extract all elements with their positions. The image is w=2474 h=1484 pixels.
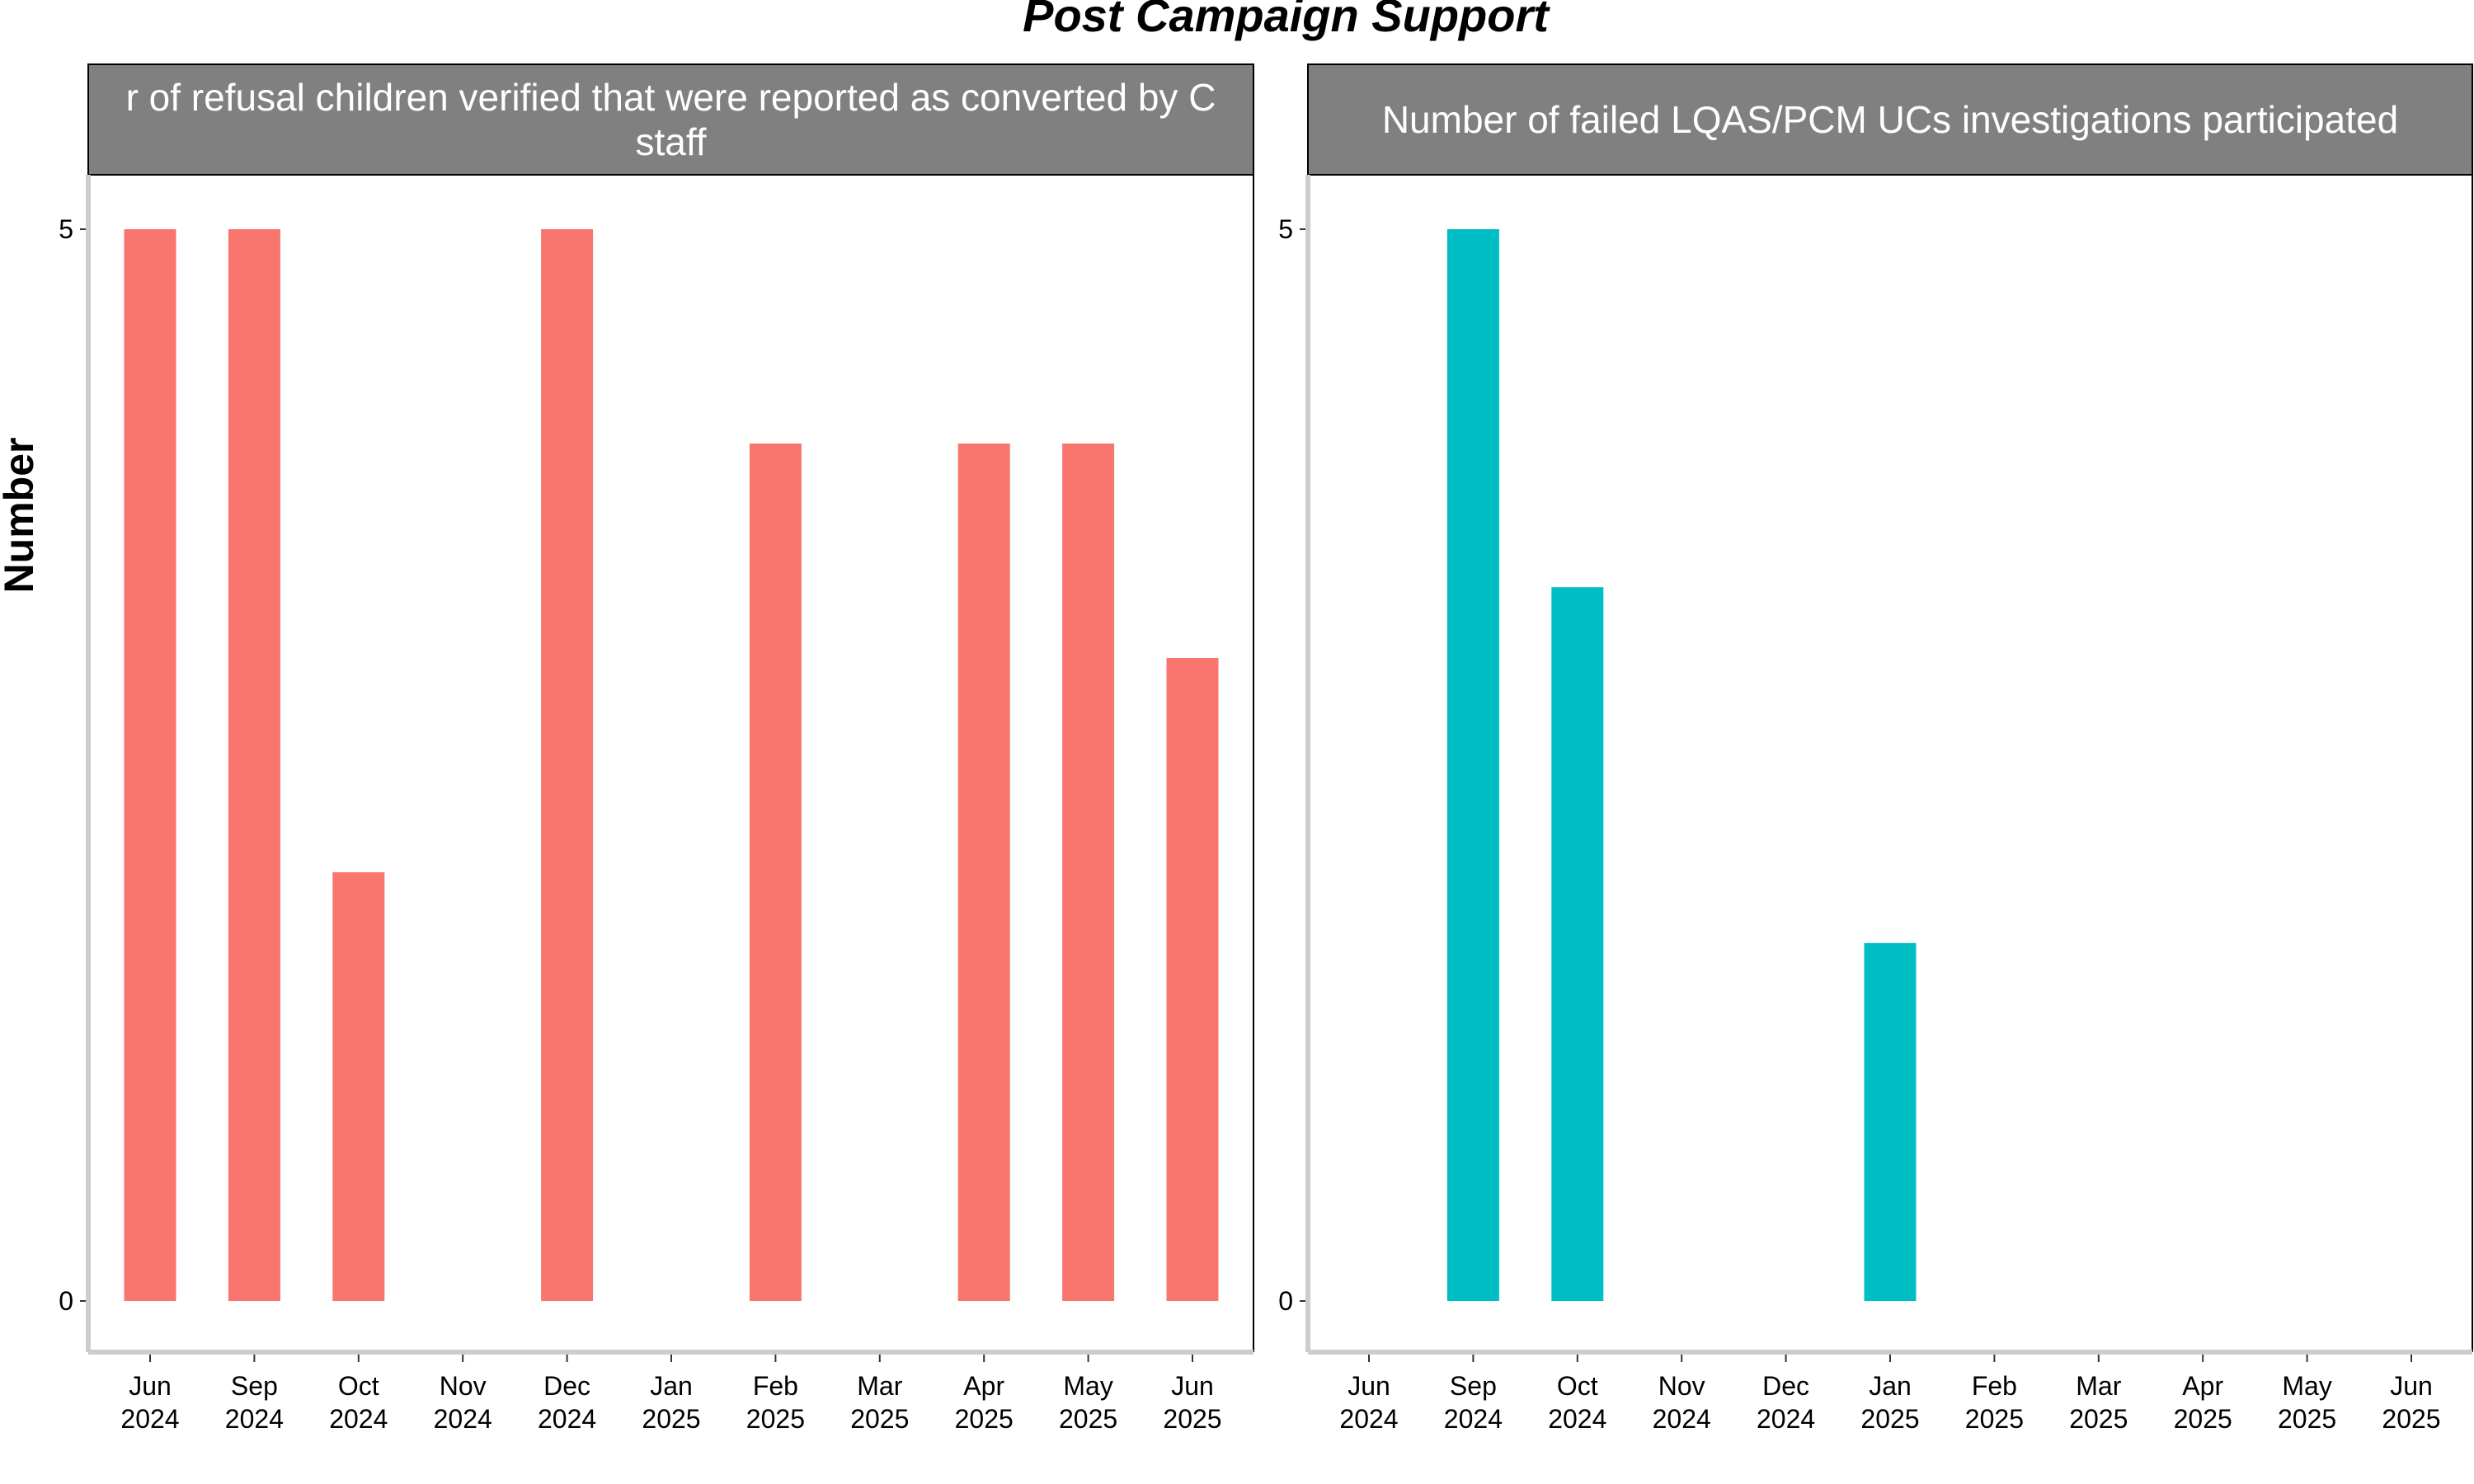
x-tick-label: Jun	[1348, 1371, 1390, 1401]
x-tick-label: Jun	[2390, 1371, 2433, 1401]
facet-strip-line: Number of failed LQAS/PCM UCs investigat…	[1382, 98, 2398, 141]
x-tick-label: Nov	[1658, 1371, 1705, 1401]
bar	[749, 444, 802, 1301]
bar	[541, 229, 594, 1301]
x-tick-label: 2025	[2174, 1404, 2232, 1434]
x-tick-label: 2024	[1653, 1404, 1711, 1434]
x-tick-label: 2025	[850, 1404, 909, 1434]
x-tick-label: 2024	[1757, 1404, 1815, 1434]
x-tick-label: Oct	[1557, 1371, 1598, 1401]
x-tick-label: Sep	[1450, 1371, 1497, 1401]
x-tick-label: 2024	[538, 1404, 596, 1434]
x-tick-label: Jun	[129, 1371, 172, 1401]
x-tick-label: 2025	[1965, 1404, 2024, 1434]
x-tick-label: 2025	[2382, 1404, 2440, 1434]
x-tick-label: Mar	[2076, 1371, 2121, 1401]
x-tick-label: Apr	[2182, 1371, 2223, 1401]
x-tick-label: 2024	[1444, 1404, 1503, 1434]
x-tick-label: May	[2282, 1371, 2331, 1401]
y-tick-label: 0	[59, 1286, 73, 1316]
x-tick-label: 2025	[642, 1404, 700, 1434]
chart-title: Post Campaign Support	[1023, 0, 1550, 41]
x-tick-label: 2024	[329, 1404, 388, 1434]
facet-strip-line: r of refusal children verified that were…	[126, 76, 1216, 119]
bar	[1166, 658, 1219, 1301]
x-tick-label: Dec	[1762, 1371, 1809, 1401]
x-tick-label: Dec	[543, 1371, 590, 1401]
x-tick-label: 2025	[2278, 1404, 2336, 1434]
x-tick-label: Feb	[1972, 1371, 2017, 1401]
facet-panel-1: r of refusal children verified that were…	[59, 63, 1254, 1434]
x-tick-label: Apr	[963, 1371, 1004, 1401]
bar	[1446, 229, 1499, 1301]
x-tick-label: 2025	[2069, 1404, 2128, 1434]
y-tick-label: 5	[1278, 214, 1293, 244]
facet-strip-label: Number of failed LQAS/PCM UCs investigat…	[1382, 98, 2398, 141]
x-tick-label: Jan	[650, 1371, 693, 1401]
x-tick-label: 2025	[746, 1404, 805, 1434]
facet-strip	[87, 63, 1254, 176]
x-tick-label: 2024	[434, 1404, 492, 1434]
x-tick-label: 2025	[955, 1404, 1014, 1434]
x-tick-label: 2024	[120, 1404, 179, 1434]
x-tick-label: 2024	[225, 1404, 284, 1434]
bar	[332, 872, 385, 1301]
facet-panels: r of refusal children verified that were…	[59, 63, 2473, 1434]
bar	[124, 229, 176, 1301]
bar	[1551, 587, 1604, 1301]
facet-strip-line: staff	[635, 120, 706, 163]
bar	[957, 444, 1010, 1301]
facet-strip	[1307, 63, 2473, 176]
bar	[1062, 444, 1115, 1301]
bar	[1864, 942, 1917, 1301]
x-tick-label: 2024	[1339, 1404, 1398, 1434]
x-tick-label: Oct	[338, 1371, 379, 1401]
y-tick-label: 5	[59, 214, 73, 244]
x-tick-label: Jan	[1869, 1371, 1912, 1401]
bar	[228, 229, 280, 1301]
x-tick-label: Mar	[857, 1371, 902, 1401]
x-tick-label: May	[1063, 1371, 1112, 1401]
x-tick-label: 2025	[1163, 1404, 1221, 1434]
x-tick-label: 2025	[1860, 1404, 1919, 1434]
facet-strip-label: r of refusal children verified that were…	[126, 76, 1216, 163]
x-tick-label: Nov	[440, 1371, 487, 1401]
y-axis-label: Number	[0, 438, 42, 594]
x-tick-label: 2025	[1059, 1404, 1117, 1434]
x-tick-label: Jun	[1171, 1371, 1214, 1401]
facet-panel-2: Number of failed LQAS/PCM UCs investigat…	[1278, 63, 2473, 1434]
x-tick-label: Sep	[231, 1371, 278, 1401]
x-tick-label: Feb	[753, 1371, 798, 1401]
x-tick-label: 2024	[1548, 1404, 1606, 1434]
y-tick-label: 0	[1278, 1286, 1293, 1316]
